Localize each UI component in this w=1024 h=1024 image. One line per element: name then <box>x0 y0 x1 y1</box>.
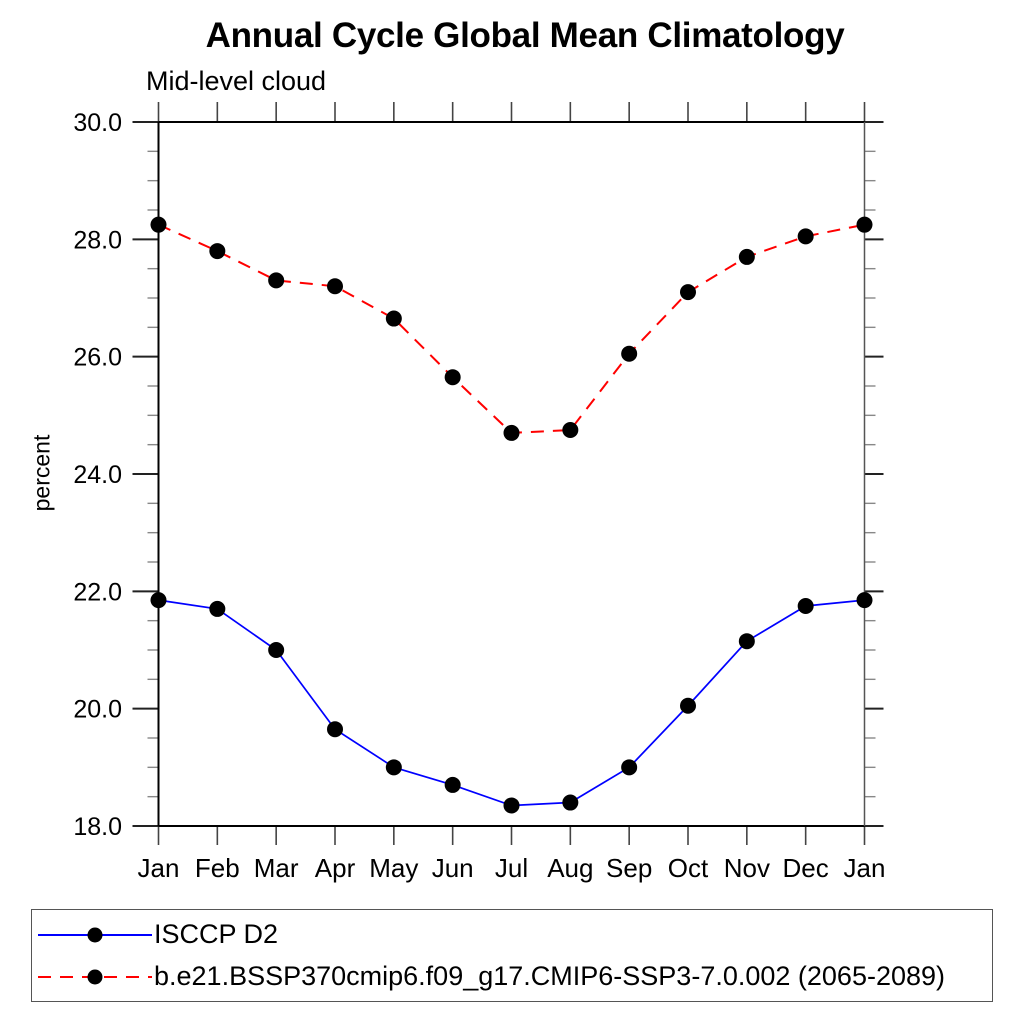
data-point-marker <box>562 794 579 811</box>
legend: ISCCP D2 b.e21.BSSP370cmip6.f09_g17.CMIP… <box>31 909 993 1002</box>
legend-label-isccp: ISCCP D2 <box>154 919 279 949</box>
x-ticks-top <box>157 102 866 122</box>
x-tick-label: Nov <box>724 853 770 883</box>
x-ticks-bottom <box>157 826 866 845</box>
data-point-marker <box>385 310 402 327</box>
data-point-marker <box>797 598 814 614</box>
legend-marker <box>87 927 103 942</box>
data-point-marker <box>738 248 755 265</box>
data-point-marker <box>327 278 343 295</box>
x-tick-label: Aug <box>547 853 593 883</box>
x-tick-label: Jun <box>432 853 474 883</box>
series-markers-0 <box>150 592 873 814</box>
y-tick-label: 22.0 <box>73 578 122 606</box>
legend-label-model: b.e21.BSSP370cmip6.f09_g17.CMIP6-SSP3-7.… <box>154 961 946 991</box>
chart-subtitle: Mid-level cloud <box>146 66 327 96</box>
y-ticks <box>132 121 884 827</box>
x-tick-label: Jan <box>138 853 180 883</box>
y-tick-label: 30.0 <box>73 109 122 137</box>
data-point-marker <box>738 633 755 650</box>
plot-frame <box>157 121 866 827</box>
x-tick-label: May <box>369 853 418 883</box>
y-tick-label: 26.0 <box>73 344 122 372</box>
data-point-marker <box>268 642 285 658</box>
y-tick-label: 24.0 <box>73 461 122 489</box>
y-tick-labels: 18.0 20.0 22.0 24.0 26.0 28.0 30.0 <box>73 109 122 841</box>
data-point-marker <box>856 592 873 609</box>
x-tick-label: Apr <box>315 853 356 883</box>
x-tick-labels: Jan Feb Mar Apr May Jun Jul Aug Sep Oct Nov Dec Jan <box>138 853 886 883</box>
data-point-marker <box>680 284 696 301</box>
data-point-marker <box>797 228 814 245</box>
data-point-marker <box>503 797 520 814</box>
legend-marker <box>87 969 103 984</box>
data-point-marker <box>621 345 638 362</box>
data-point-marker <box>327 721 343 738</box>
data-point-marker <box>444 776 461 793</box>
y-tick-label: 28.0 <box>73 226 122 254</box>
data-point-marker <box>209 243 226 260</box>
series-line-1 <box>158 223 865 434</box>
series-line-0 <box>158 599 865 807</box>
legend-item-model: b.e21.BSSP370cmip6.f09_g17.CMIP6-SSP3-7.… <box>32 956 992 998</box>
data-point-marker <box>268 272 285 289</box>
legend-line-sample-solid <box>38 927 152 942</box>
data-point-marker <box>385 759 402 776</box>
series-markers-1 <box>150 216 873 441</box>
y-tick-label: 18.0 <box>73 813 122 841</box>
data-point-marker <box>150 216 167 233</box>
x-tick-label: Oct <box>668 853 709 883</box>
data-point-marker <box>621 759 638 776</box>
x-tick-label: Feb <box>195 853 240 883</box>
data-point-marker <box>150 592 167 609</box>
x-tick-label: Jul <box>495 853 528 883</box>
data-point-marker <box>209 600 226 617</box>
data-point-marker <box>562 422 579 438</box>
legend-item-isccp: ISCCP D2 <box>32 914 992 956</box>
x-tick-label: Mar <box>254 853 299 883</box>
x-tick-label: Dec <box>783 853 829 883</box>
data-point-marker <box>856 216 873 233</box>
data-point-marker <box>444 369 461 386</box>
x-tick-label: Sep <box>606 853 652 883</box>
x-tick-label: Jan <box>844 853 886 883</box>
data-point-marker <box>680 697 696 714</box>
y-tick-label: 20.0 <box>73 696 122 724</box>
data-point-marker <box>503 424 520 441</box>
plot-area: 18.0 20.0 22.0 24.0 26.0 28.0 30.0 Jan Feb Mar Apr… <box>73 102 886 883</box>
legend-line-sample-dashed <box>38 969 152 984</box>
chart-title: Annual Cycle Global Mean Climatology <box>205 16 845 55</box>
